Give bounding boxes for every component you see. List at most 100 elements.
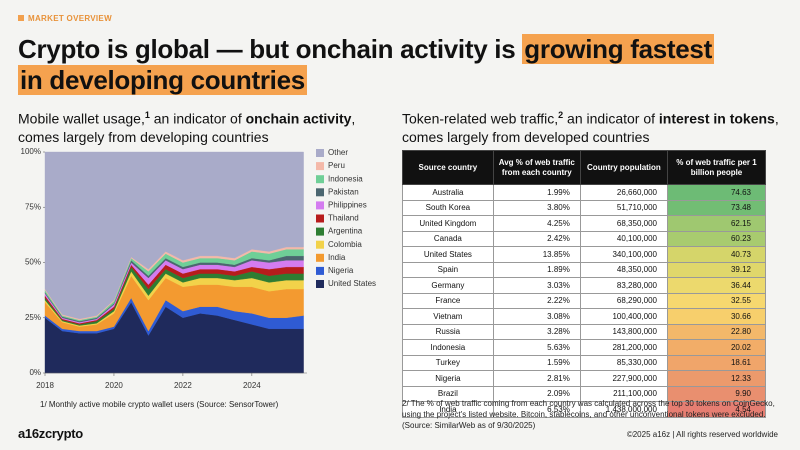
table-row: Canada 2.42% 40,100,000 60.23 [402,230,767,247]
table-cell: 3.28% [492,323,581,340]
x-tick-label: 2022 [174,381,192,390]
table-cell: 18.61 [666,354,767,371]
logo: a16zcrypto [18,426,83,441]
legend-label: Nigeria [328,266,354,275]
table-cell: 39.12 [666,261,767,278]
table-row: Turkey 1.59% 85,330,000 18.61 [402,354,767,371]
title-text: Crypto is global — but onchain activity … [18,34,523,64]
table-cell: 1.99% [492,184,581,201]
table-cell: 60.23 [666,230,767,247]
table-cell: 62.15 [666,215,767,232]
table-cell: Canada [402,230,494,247]
table-row: Nigeria 2.81% 227,900,000 12.33 [402,370,767,387]
y-tick-label: 50% [25,258,41,267]
header-cell: % of web traffic per 1 billion people [666,150,767,185]
table-cell: 30.66 [666,308,767,325]
table-cell: 51,710,000 [579,199,668,216]
header-cell: Avg % of web traffic from each country [492,150,581,185]
table-cell: 211,100,000 [579,385,668,402]
table-cell: 281,200,000 [579,339,668,356]
table-row: Spain 1.89% 48,350,000 39.12 [402,261,767,278]
table-cell: 68,290,000 [579,292,668,309]
y-tick-label: 25% [25,313,41,322]
x-tick-label: 2024 [243,381,261,390]
legend-label: Argentina [328,227,363,236]
legend-label: Colombia [328,240,362,249]
legend-label: Indonesia [328,174,363,183]
table-cell: Nigeria [402,370,494,387]
right-subtitle: Token-related web traffic,2 an indicator… [402,106,782,146]
table-cell: 5.63% [492,339,581,356]
table-cell: 48,350,000 [579,261,668,278]
legend-swatch [316,214,324,223]
table-cell: South Korea [402,199,494,216]
table-cell: 2.22% [492,292,581,309]
text: , comes largely from developed countries [402,110,779,145]
y-tick-label: 75% [25,202,41,211]
table-row: Indonesia 5.63% 281,200,000 20.02 [402,339,767,356]
table-cell: 12.33 [666,370,767,387]
table-cell: 40.73 [666,246,767,263]
table-cell: 3.80% [492,199,581,216]
table-cell: 4.54 [666,401,767,418]
text: an indicator of [563,110,659,127]
table-cell: India [402,401,494,418]
table-cell: 26,660,000 [579,184,668,201]
legend-swatch [316,266,324,275]
table-row: Germany 3.03% 83,280,000 36.44 [402,277,767,294]
legend-label: Other [328,148,348,157]
text: an indicator of [149,110,246,127]
table-cell: 68,350,000 [579,215,668,232]
table-cell: 1.59% [492,354,581,371]
table-cell: 6.53% [492,401,581,418]
footnote: 1/ Monthly active mobile crypto wallet u… [40,400,279,409]
legend-label: Pakistan [328,187,359,196]
table-cell: 100,400,000 [579,308,668,325]
footnote: 2/ The % of web traffic coming from each… [402,399,775,430]
table-row: United States 13.85% 340,100,000 40.73 [402,246,767,263]
table-cell: United States [402,246,494,263]
title: Crypto is global — but onchain activity … [18,34,738,96]
legend-swatch [316,188,324,197]
legend-label: Peru [328,161,345,170]
header-row: Source country Avg % of web traffic from … [402,150,767,185]
table-cell: 4.25% [492,215,581,232]
legend-swatch [316,162,324,171]
table-row: Brazil 2.09% 211,100,000 9.90 [402,385,767,402]
legend-swatch [316,149,324,157]
legend-swatch [316,201,324,210]
table-cell: 1,438,000,000 [579,401,668,418]
table-cell: United Kingdom [402,215,494,232]
table-cell: 83,280,000 [579,277,668,294]
legend-swatch [316,240,324,249]
text: Mobile wallet usage, [18,110,145,127]
table-cell: 143,800,000 [579,323,668,340]
table: Source country Avg % of web traffic from … [402,150,767,418]
bold-text: onchain activity [245,110,352,127]
table-cell: 2.42% [492,230,581,247]
y-tick-label: 0% [29,368,41,377]
table-row: South Korea 3.80% 51,710,000 73.48 [402,199,767,216]
table-cell: Turkey [402,354,494,371]
chart: 0% 25% 50% 75% 100% 2018 2020 2022 2024 United St… [21,147,377,390]
table-cell: 1.89% [492,261,581,278]
legend-swatch [316,227,324,236]
table-cell: 85,330,000 [579,354,668,371]
note: 1 [144,110,150,120]
x-tick-label: 2018 [36,381,54,390]
legend-label: Thailand [328,214,359,223]
left-subtitle: Mobile wallet usage,1 an indicator of on… [18,106,393,146]
table-cell: 9.90 [666,385,767,402]
legend-swatch [316,253,324,262]
table-row: Russia 3.28% 143,800,000 22.80 [402,323,767,340]
legend-label: Philippines [328,201,367,210]
table-cell: 22.80 [666,323,767,340]
header-cell: Country population [579,150,668,185]
header-cell: Source country [402,150,494,185]
legend-swatch [316,280,324,288]
table-cell: 3.03% [492,277,581,294]
table-cell: Vietnam [402,308,494,325]
table-body: Australia 1.99% 26,660,000 74.63 South Korea… [402,184,767,418]
legend-swatch [316,175,324,184]
